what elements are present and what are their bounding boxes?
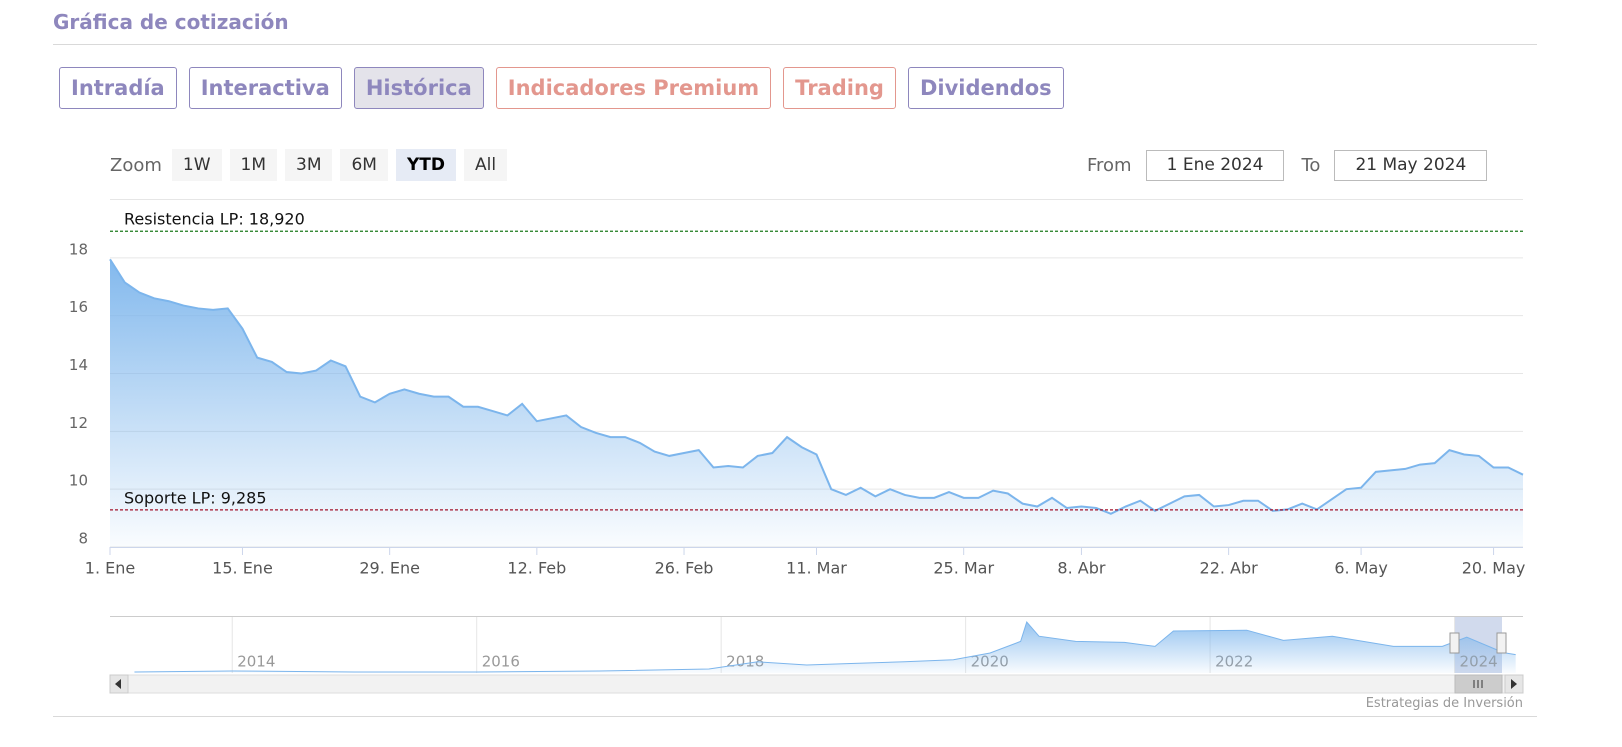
handle[interactable]	[1496, 632, 1507, 654]
plot-line-label: Soporte LP: 9,285	[124, 488, 267, 507]
price-line	[134, 620, 1516, 673]
y-tick-label: 12	[69, 414, 88, 432]
zoom-bar: Zoom 1W 1M 3M 6M YTD All	[110, 149, 508, 181]
from-input[interactable]: 1 Ene 2024	[1145, 150, 1285, 181]
x-tick-label: 2016	[482, 653, 520, 671]
navigator-handles	[1449, 632, 1507, 654]
credit: Estrategias de Inversión	[1365, 696, 1523, 711]
y-tick-label: 16	[69, 298, 88, 316]
date-range: From 1 Ene 2024 To 21 May 2024	[1087, 150, 1504, 181]
tab[interactable]: Histórica	[353, 67, 484, 109]
tab[interactable]: Indicadores Premium	[495, 67, 772, 109]
tab[interactable]: Interactiva	[188, 67, 342, 109]
tab[interactable]: Intradía	[59, 67, 177, 109]
x-tick-label: 8. Abr	[1057, 559, 1105, 578]
plot-line-label: Resistencia LP: 18,920	[124, 210, 305, 229]
zoom-button[interactable]: 1M	[229, 149, 277, 181]
y-tick-label: 10	[69, 472, 88, 490]
y-tick-label: 8	[78, 530, 88, 548]
zoom-label: Zoom	[110, 154, 162, 176]
divider	[53, 44, 1537, 45]
tab[interactable]: Trading	[783, 67, 896, 109]
zoom-button[interactable]: 1W	[171, 149, 222, 181]
x-tick-label: 25. Mar	[933, 559, 994, 578]
x-tick-label: 11. Mar	[786, 559, 847, 578]
area-fill	[134, 622, 1516, 673]
x-tick-label: 12. Feb	[507, 559, 566, 578]
x-tick-label: 29. Ene	[359, 559, 420, 578]
grip	[1473, 680, 1483, 688]
x-tick-label: 26. Feb	[655, 559, 714, 578]
x-tick-label: 20. May	[1462, 559, 1526, 578]
arrow	[115, 679, 121, 689]
from-label: From	[1087, 155, 1132, 176]
to-input[interactable]: 21 May 2024	[1334, 150, 1488, 181]
x-tick-label: 2014	[237, 653, 275, 671]
zoom-button[interactable]: 3M	[285, 149, 333, 181]
section-title: Gráfica de cotización	[53, 10, 289, 34]
divider	[53, 716, 1537, 717]
zoom-button[interactable]: YTD	[395, 149, 456, 181]
tab-bar: Intradía Interactiva Histórica Indicador…	[59, 67, 1064, 109]
x-tick-label: 1. Ene	[85, 559, 135, 578]
tab[interactable]: Dividendos	[907, 67, 1064, 109]
handle[interactable]	[1449, 632, 1460, 654]
area-fill	[110, 259, 1523, 547]
zoom-button[interactable]: 6M	[340, 149, 388, 181]
x-tick-label: 15. Ene	[212, 559, 273, 578]
y-tick-label: 14	[69, 356, 88, 374]
scrollbar-track	[109, 674, 1524, 694]
arrow	[1511, 679, 1517, 689]
x-tick-label: 6. May	[1334, 559, 1387, 578]
zoom-button[interactable]: All	[464, 149, 508, 181]
to-label: To	[1301, 155, 1321, 176]
x-tick-label: 22. Abr	[1200, 559, 1259, 578]
y-tick-label: 18	[69, 240, 88, 258]
